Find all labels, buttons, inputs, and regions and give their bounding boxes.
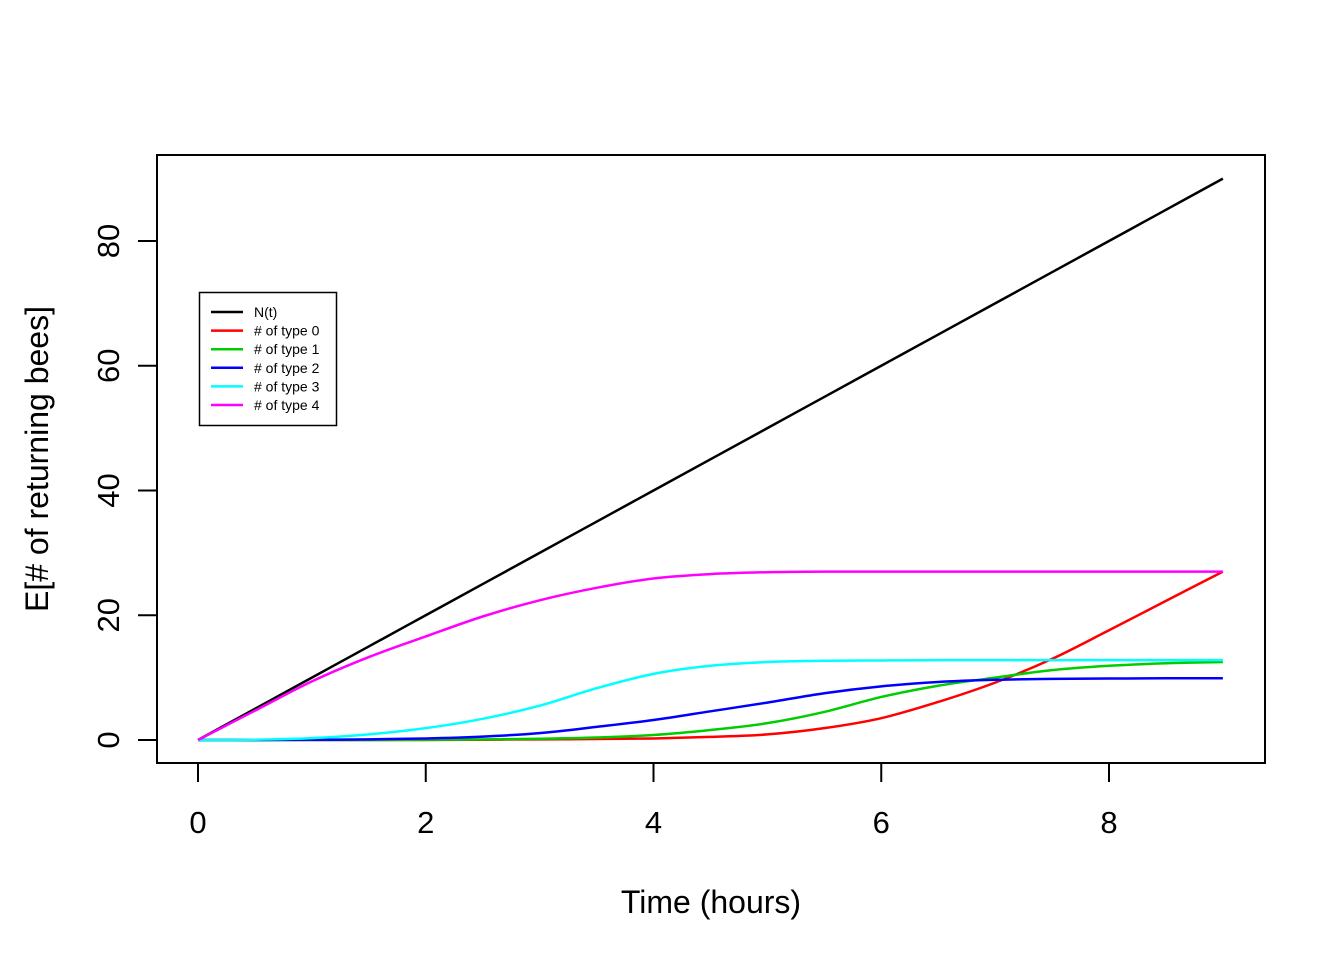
series-line-of-type-2	[197, 676, 1223, 742]
y-tick-label: 40	[91, 473, 126, 507]
series-layer	[197, 177, 1224, 742]
legend-label-of-type-2: # of type 2	[254, 360, 320, 376]
legend-items: N(t) # of type 0 # of type 1 # of type 2 # o…	[211, 304, 320, 413]
legend-label-of-type-4: # of type 4	[254, 397, 320, 413]
series-line-n-t	[197, 177, 1224, 742]
x-axis-label: Time (hours)	[621, 884, 801, 920]
legend-label-of-type-1: # of type 1	[254, 341, 320, 357]
plot-area	[156, 154, 1266, 764]
y-tick-label: 60	[91, 349, 126, 383]
y-tick-label: 20	[91, 598, 126, 632]
series-line-of-type-4	[197, 570, 1223, 742]
x-tick-label: 0	[189, 805, 206, 840]
y-axis-label: E[# of returning bees]	[19, 306, 55, 612]
legend-box	[198, 291, 338, 427]
x-tick-label: 6	[873, 805, 890, 840]
legend-label-of-type-0: # of type 0	[254, 323, 320, 339]
series-line-of-type-3	[197, 658, 1223, 742]
x-tick-label: 4	[645, 805, 662, 840]
legend: N(t) # of type 0 # of type 1 # of type 2 # o…	[198, 291, 338, 427]
x-axis: 0 2 4 6 8	[189, 763, 1118, 840]
legend-label-n-t: N(t)	[254, 304, 277, 320]
y-axis: 0 20 40 60 80	[91, 224, 157, 749]
x-tick-label: 2	[417, 805, 434, 840]
y-tick-label: 0	[91, 731, 126, 748]
legend-label-of-type-3: # of type 3	[254, 378, 320, 394]
y-tick-label: 80	[91, 224, 126, 258]
x-tick-label: 8	[1100, 805, 1117, 840]
